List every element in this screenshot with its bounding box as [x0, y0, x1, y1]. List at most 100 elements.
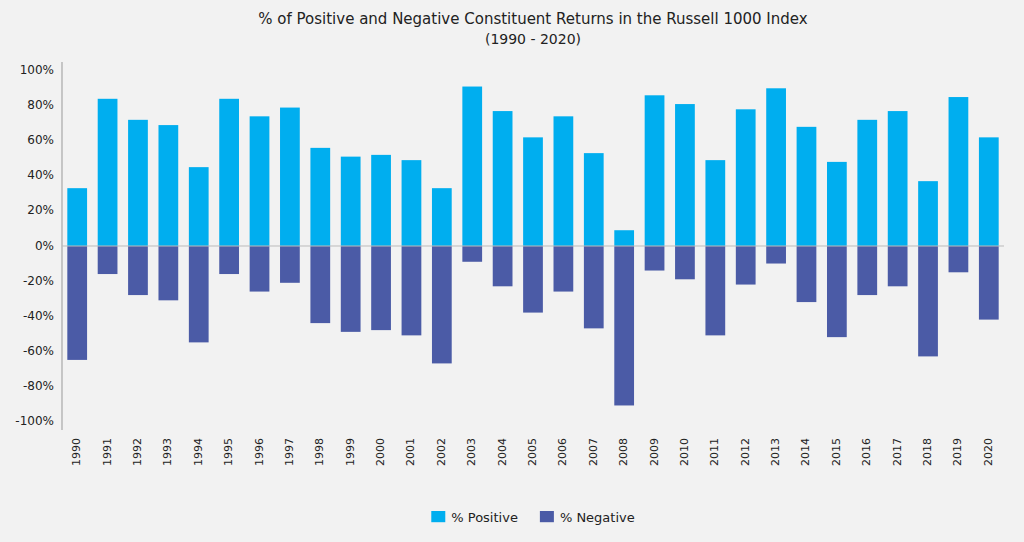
legend-label: % Negative	[560, 510, 635, 525]
legend-label: % Positive	[451, 510, 518, 525]
bar	[98, 99, 118, 246]
x-tick-label: 1998	[313, 438, 326, 466]
bar	[554, 246, 574, 292]
y-tick-label: -40%	[23, 309, 54, 323]
x-tick-label: 2012	[739, 438, 752, 466]
bar	[675, 104, 695, 246]
bar	[189, 167, 209, 246]
bar	[402, 246, 422, 335]
bar	[250, 246, 270, 292]
bar	[250, 116, 270, 246]
x-tick-label: 2001	[404, 438, 417, 466]
bar	[584, 153, 604, 246]
bar	[523, 137, 543, 246]
bar	[462, 87, 482, 246]
x-tick-label: 2018	[921, 438, 934, 466]
bar	[523, 246, 543, 313]
bar	[371, 246, 391, 330]
bar	[857, 120, 877, 246]
x-tick-label: 2002	[435, 438, 448, 466]
bar	[310, 246, 330, 323]
bar	[432, 246, 452, 363]
bar	[675, 246, 695, 279]
bar	[888, 111, 908, 246]
bar	[614, 246, 634, 405]
bar	[827, 246, 847, 337]
y-tick-label: 80%	[27, 98, 54, 112]
y-tick-label: -100%	[15, 414, 54, 428]
bar	[128, 120, 148, 246]
bar	[797, 246, 817, 302]
x-tick-label: 2019	[951, 438, 964, 466]
x-tick-label: 2011	[708, 438, 721, 466]
bar	[949, 97, 969, 246]
chart: % of Positive and Negative Constituent R…	[0, 0, 1024, 542]
bar	[705, 246, 725, 335]
y-tick-label: 100%	[20, 63, 54, 77]
y-tick-label: -60%	[23, 344, 54, 358]
x-tick-label: 2009	[648, 438, 661, 466]
y-tick-label: 60%	[27, 133, 54, 147]
x-tick-label: 2006	[556, 438, 569, 466]
bar	[645, 95, 665, 246]
bar	[705, 160, 725, 246]
legend-swatch	[431, 511, 445, 522]
x-tick-label: 1995	[222, 438, 235, 466]
x-tick-label: 2010	[678, 438, 691, 466]
legend: % Positive % Negative	[431, 510, 634, 525]
x-tick-label: 2017	[891, 438, 904, 466]
bar	[462, 246, 482, 262]
y-tick-label: 0%	[35, 239, 54, 253]
bar	[736, 246, 756, 285]
bar	[554, 116, 574, 246]
bar	[918, 246, 938, 356]
x-tick-label: 2014	[799, 438, 812, 466]
x-tick-label: 1990	[70, 438, 83, 466]
bar	[128, 246, 148, 295]
x-tick-label: 2013	[769, 438, 782, 466]
zero-line	[62, 246, 1004, 247]
bar	[219, 99, 239, 246]
title: % of Positive and Negative Constituent R…	[258, 10, 807, 28]
bar	[67, 188, 87, 246]
bar	[888, 246, 908, 286]
bar	[98, 246, 118, 274]
bar	[493, 111, 513, 246]
bar	[219, 246, 239, 274]
x-tick-label: 2000	[374, 438, 387, 466]
x-axis: 1990199119921993199419951996199719981999…	[70, 438, 995, 466]
bar	[341, 157, 361, 246]
bar	[341, 246, 361, 332]
bar	[158, 125, 178, 246]
bar	[493, 246, 513, 286]
bar	[280, 246, 300, 283]
x-tick-label: 2005	[526, 438, 539, 466]
bar	[827, 162, 847, 246]
bar	[979, 137, 999, 246]
bar	[766, 88, 786, 246]
bar	[979, 246, 999, 320]
bar	[736, 109, 756, 246]
bar	[402, 160, 422, 246]
subtitle: (1990 - 2020)	[485, 31, 581, 47]
bar	[918, 181, 938, 246]
y-tick-label: -80%	[23, 379, 54, 393]
bar	[432, 188, 452, 246]
legend-swatch	[540, 511, 554, 522]
x-tick-label: 2016	[860, 438, 873, 466]
bar	[584, 246, 604, 328]
bar	[614, 230, 634, 246]
x-tick-label: 2007	[587, 438, 600, 466]
bar	[766, 246, 786, 264]
bar	[797, 127, 817, 246]
bar	[189, 246, 209, 342]
x-tick-label: 1994	[192, 438, 205, 466]
bar	[280, 108, 300, 246]
x-tick-label: 1991	[101, 438, 114, 466]
bar	[645, 246, 665, 271]
bar	[857, 246, 877, 295]
x-tick-label: 2015	[830, 438, 843, 466]
y-tick-label: 40%	[27, 168, 54, 182]
y-tick-label: -20%	[23, 274, 54, 288]
bar	[371, 155, 391, 246]
